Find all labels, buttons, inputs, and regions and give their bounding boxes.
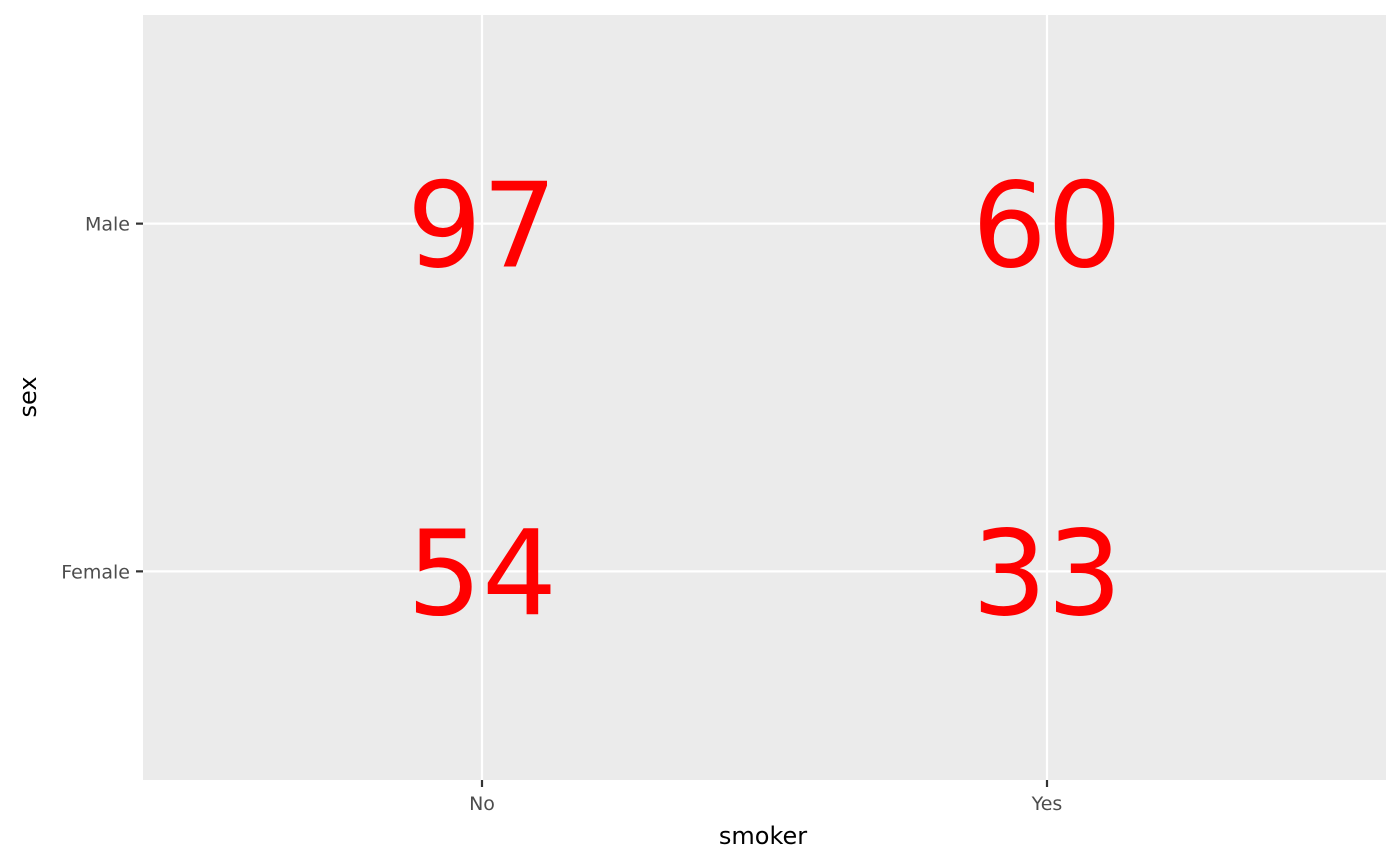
cell-label-yes-male: 60 bbox=[972, 157, 1122, 295]
x-tick-label: Yes bbox=[1031, 793, 1063, 815]
cell-labels: 97 60 54 33 bbox=[407, 157, 1122, 643]
cell-label-yes-female: 33 bbox=[972, 504, 1122, 642]
cell-label-no-male: 97 bbox=[407, 157, 557, 295]
x-tick-label: No bbox=[469, 793, 495, 815]
y-axis: Female Male bbox=[61, 214, 143, 583]
x-axis-title: smoker bbox=[719, 822, 807, 850]
y-axis-title: sex bbox=[14, 376, 42, 417]
cell-label-no-female: 54 bbox=[407, 504, 557, 642]
y-tick-label: Male bbox=[85, 214, 130, 236]
grid-lines bbox=[143, 15, 1386, 780]
plot-panel bbox=[143, 15, 1386, 780]
x-axis: No Yes bbox=[469, 780, 1062, 815]
y-tick-label: Female bbox=[61, 561, 130, 583]
